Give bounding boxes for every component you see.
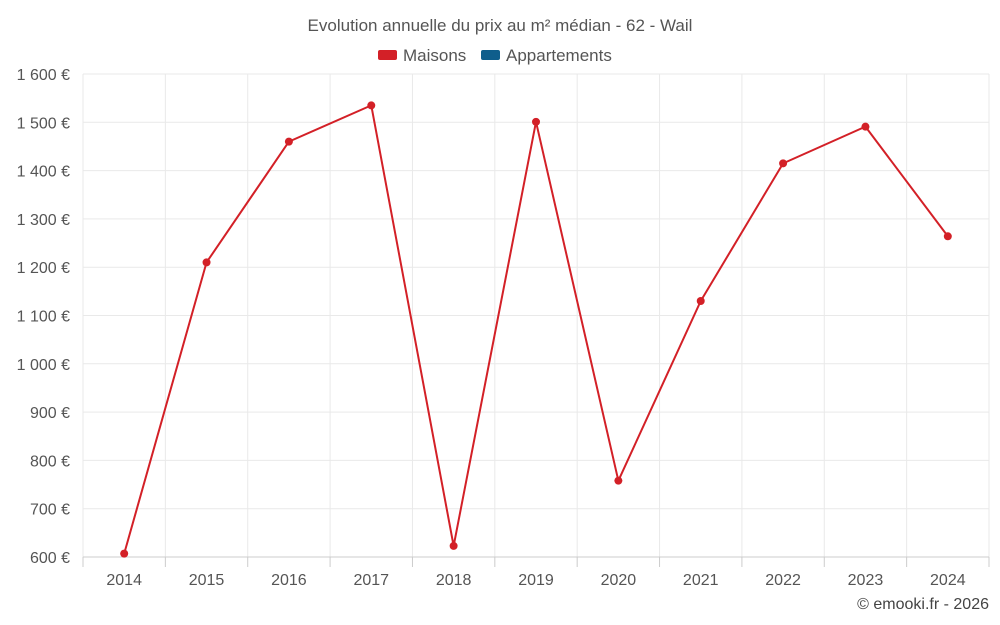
data-point-maisons-2023[interactable] <box>861 122 870 131</box>
chart-legend: Maisons Appartements <box>378 46 612 65</box>
data-point-maisons-2014[interactable] <box>120 549 129 558</box>
y-tick-label: 1 100 € <box>17 309 70 326</box>
legend-label-appartements[interactable]: Appartements <box>506 46 612 65</box>
legend-label-maisons[interactable]: Maisons <box>403 46 466 65</box>
legend-swatch-appartements[interactable] <box>481 50 500 60</box>
series-layer <box>120 101 952 558</box>
x-tick-label: 2021 <box>683 572 719 589</box>
x-tick-label: 2014 <box>106 572 142 589</box>
x-tick-label: 2018 <box>436 572 472 589</box>
data-point-maisons-2018[interactable] <box>449 541 458 550</box>
y-tick-label: 1 000 € <box>17 357 70 374</box>
y-axis-labels: 600 € 700 € 800 € 900 € 1 000 € 1 100 € 1 200 … <box>17 67 70 567</box>
x-tick-label: 2024 <box>930 572 966 589</box>
y-tick-label: 700 € <box>30 502 70 519</box>
x-tick-label: 2022 <box>765 572 801 589</box>
x-tick-label: 2023 <box>848 572 884 589</box>
data-point-maisons-2019[interactable] <box>532 117 540 126</box>
data-point-maisons-2022[interactable] <box>779 159 788 168</box>
y-tick-label: 1 500 € <box>17 115 70 132</box>
data-point-maisons-2024[interactable] <box>943 232 952 241</box>
data-point-maisons-2021[interactable] <box>696 297 705 306</box>
y-tick-label: 800 € <box>30 453 70 470</box>
x-tick-label: 2016 <box>271 572 307 589</box>
y-tick-label: 1 600 € <box>17 67 70 84</box>
y-tick-label: 1 400 € <box>17 164 70 181</box>
data-point-maisons-2015[interactable] <box>202 258 211 267</box>
y-tick-label: 900 € <box>30 405 70 422</box>
x-tick-label: 2015 <box>189 572 225 589</box>
axes <box>82 556 990 567</box>
y-tick-label: 1 200 € <box>17 260 70 277</box>
y-tick-label: 1 300 € <box>17 212 70 229</box>
x-tick-label: 2019 <box>518 572 554 589</box>
x-axis-labels: 2014 2015 2016 2017 2018 2019 2020 2021 2022 2023… <box>106 572 965 589</box>
data-point-maisons-2016[interactable] <box>284 137 293 146</box>
chart-title: Evolution annuelle du prix au m² médian … <box>308 16 693 35</box>
legend-swatch-maisons[interactable] <box>378 50 397 60</box>
credit-text[interactable]: © emooki.fr - 2026 <box>857 596 989 613</box>
y-tick-label: 600 € <box>30 550 70 567</box>
data-point-maisons-2020[interactable] <box>614 476 623 485</box>
grid-layer <box>82 73 990 557</box>
data-point-maisons-2017[interactable] <box>367 101 376 110</box>
x-tick-label: 2020 <box>601 572 637 589</box>
x-tick-label: 2017 <box>353 572 389 589</box>
